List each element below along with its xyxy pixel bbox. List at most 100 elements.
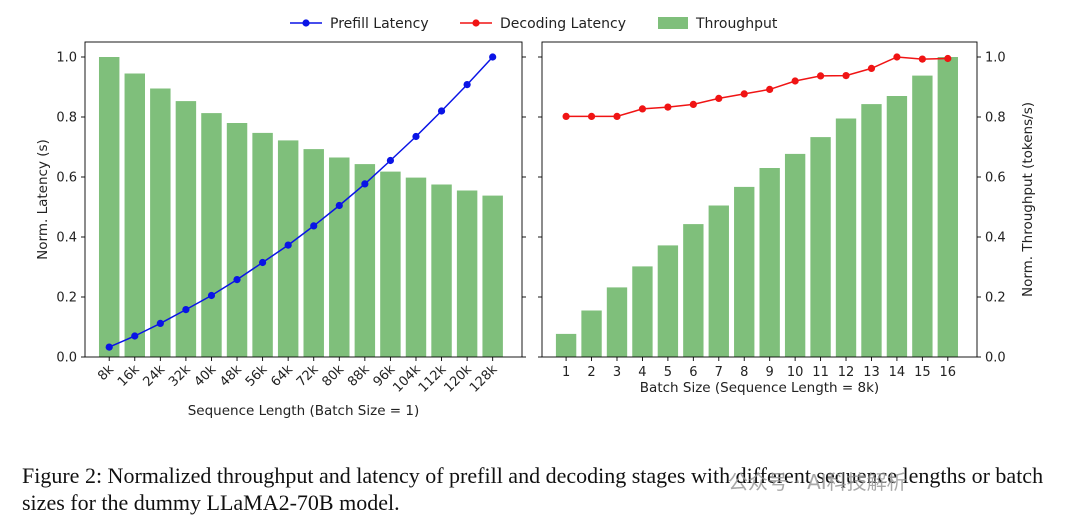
throughput-bar-15 [912, 75, 933, 357]
x-tick-label: 88k [345, 362, 373, 390]
figure-caption: Figure 2: Normalized throughput and late… [22, 463, 1044, 515]
throughput-bar-5 [657, 245, 679, 357]
y-axis-label: Norm. Latency (s) [35, 139, 51, 260]
throughput-bar-104k [405, 177, 427, 357]
x-tick-label: 14 [889, 365, 906, 380]
throughput-bar-40k [201, 113, 222, 357]
decoding-point-12 [842, 72, 850, 80]
prefill-point-8k [105, 343, 113, 351]
figure-chart: Prefill Latency Decoding Latency Through… [35, 16, 1036, 419]
throughput-bar-56k [252, 132, 273, 357]
throughput-bar-128k [482, 195, 503, 357]
throughput-bar-14 [886, 96, 908, 357]
x-tick-label: 13 [863, 365, 880, 380]
x-tick-label: 112k [416, 362, 450, 396]
legend-throughput-label: Throughput [695, 16, 778, 32]
throughput-bar-16k [124, 73, 145, 357]
y-tick-label: 0.2 [985, 291, 1006, 306]
prefill-point-88k [361, 180, 369, 188]
decoding-point-5 [664, 103, 672, 111]
x-tick-label: 12 [838, 365, 855, 380]
y-tick-label: 0.8 [56, 111, 77, 126]
prefill-point-104k [412, 132, 420, 141]
x-tick-label: 64k [268, 362, 296, 390]
x-axis-label: Batch Size (Sequence Length = 8k) [640, 380, 879, 396]
prefill-point-80k [335, 201, 343, 210]
y-tick-label: 1.0 [56, 51, 77, 66]
x-tick-label: 4 [638, 365, 646, 380]
x-tick-label: 1 [562, 365, 570, 380]
decoding-point-4 [638, 105, 647, 113]
throughput-bar-2 [581, 310, 602, 357]
decoding-point-16 [944, 54, 952, 63]
decoding-point-2 [587, 112, 596, 120]
x-tick-label: 16k [115, 362, 143, 390]
throughput-bar-7 [708, 205, 729, 357]
y-tick-label: 0.0 [56, 351, 77, 366]
legend-throughput-swatch [658, 17, 688, 29]
x-tick-label: 104k [390, 362, 424, 396]
y-tick-label: 0.2 [56, 291, 77, 306]
y-tick-label: 1.0 [985, 51, 1006, 66]
axes-frame [541, 41, 978, 358]
x-tick-label: 72k [294, 362, 322, 390]
x-tick-label: 9 [766, 365, 774, 380]
left-panel: 0.0 0.2 0.4 0.6 0.8 1.0 8k16k24k32k40k48k56k64… [35, 41, 526, 419]
y-tick-label: 0.0 [985, 351, 1006, 366]
throughput-bar-4 [632, 266, 653, 357]
throughput-bar-3 [606, 287, 628, 357]
x-tick-label: 16 [940, 365, 957, 380]
throughput-bar-12 [835, 118, 857, 357]
x-tick-label: 120k [441, 362, 475, 396]
prefill-point-128k [489, 53, 497, 61]
y-tick-label: 0.6 [56, 171, 77, 186]
x-tick-label: 3 [613, 365, 621, 380]
prefill-point-112k [437, 107, 446, 115]
decoding-point-7 [715, 94, 723, 102]
x-tick-label: 11 [812, 365, 829, 380]
prefill-point-120k [463, 81, 471, 89]
x-tick-label: 7 [715, 365, 723, 380]
prefill-point-96k [386, 156, 395, 165]
decoding-point-8 [740, 90, 748, 98]
x-tick-label: 2 [587, 365, 595, 380]
prefill-point-72k [310, 222, 318, 230]
y-tick-label: 0.4 [985, 231, 1006, 246]
throughput-bar-8 [734, 186, 755, 357]
throughput-bar-9 [759, 168, 780, 357]
throughput-bar-120k [456, 190, 478, 357]
decoding-point-6 [689, 100, 697, 108]
prefill-point-56k [259, 258, 267, 267]
right-panel: 0.00.20.40.60.81.01 2 3 4 5 6 7 8 9 10 11 12 13 14 15 1… [538, 41, 1036, 396]
decoding-point-9 [766, 85, 774, 93]
y-axis-label: Norm. Throughput (tokens/s) [1020, 102, 1036, 297]
throughput-bar-1 [555, 333, 577, 357]
prefill-point-64k [284, 241, 292, 249]
throughput-bar-10 [784, 153, 806, 357]
decoding-point-1 [562, 112, 570, 120]
x-tick-label: 8k [95, 362, 117, 384]
x-tick-label: 32k [166, 362, 194, 390]
throughput-bar-16 [937, 57, 958, 357]
x-tick-label: 24k [141, 362, 169, 390]
throughput-bar-80k [329, 157, 350, 357]
x-tick-label: 40k [192, 362, 220, 390]
x-tick-label: 80k [319, 362, 347, 390]
x-tick-label: 128k [467, 362, 501, 396]
legend-prefill-marker [302, 19, 310, 27]
throughput-bar-88k [354, 164, 376, 357]
y-tick-label: 0.6 [985, 171, 1006, 186]
decoding-point-14 [893, 53, 901, 61]
decoding-point-13 [867, 64, 876, 72]
x-tick-label: 48k [217, 362, 245, 390]
decoding-latency-line [566, 56, 948, 118]
prefill-point-40k [207, 291, 216, 300]
decoding-point-3 [613, 112, 621, 120]
throughput-bar-32k [175, 101, 197, 357]
x-tick-label: 15 [914, 365, 931, 380]
x-tick-label: 56k [243, 362, 271, 390]
decoding-point-15 [918, 55, 926, 63]
throughput-bar-11 [810, 137, 831, 357]
x-tick-label: 5 [664, 365, 672, 380]
axes-frame [84, 41, 523, 358]
